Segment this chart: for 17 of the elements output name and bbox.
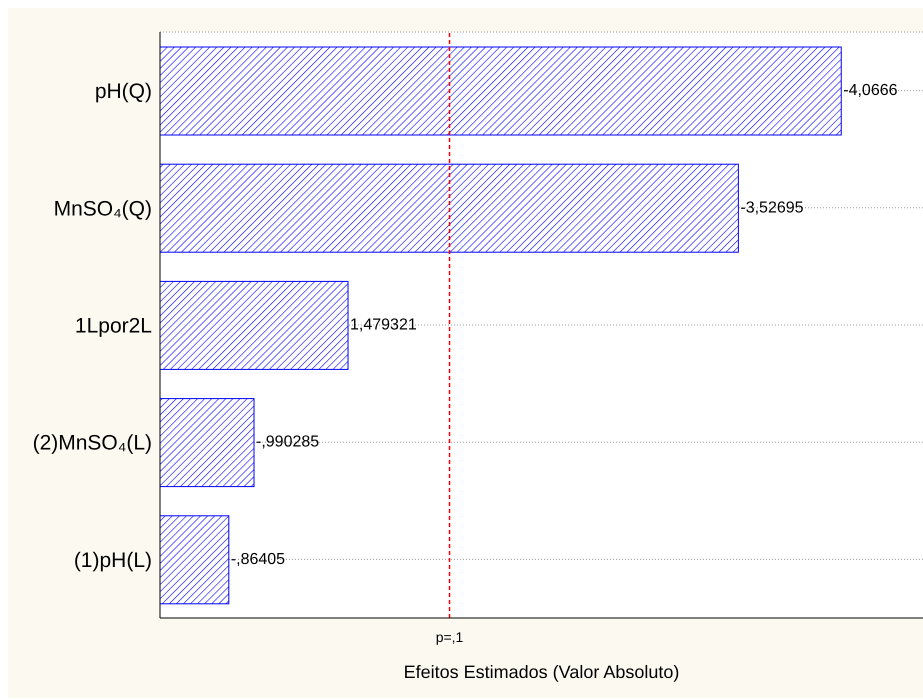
annotation: 1,479321 — [350, 316, 417, 334]
bar — [160, 46, 842, 136]
annotation: -,86405 — [230, 550, 286, 568]
y-tick-label: MnSO₄(Q) — [54, 197, 152, 220]
bar — [160, 280, 349, 370]
y-tick-label: pH(Q) — [94, 80, 152, 104]
annotation: -4,0666 — [843, 82, 898, 100]
y-tick-label: (2)MnSO₄(L) — [32, 432, 152, 455]
bar — [160, 164, 739, 253]
annotation: -3,52695 — [740, 199, 804, 216]
y-tick-label: (1)pH(L) — [74, 548, 152, 572]
annotation: -,990285 — [256, 434, 320, 451]
bar — [160, 515, 230, 604]
y-tick-label: 1Lpor2L — [74, 314, 152, 338]
x-axis-title: Efeitos Estimados (Valor Absoluto) — [404, 662, 680, 682]
bar — [160, 398, 255, 488]
ref-line-label: p=,1 — [436, 629, 464, 645]
